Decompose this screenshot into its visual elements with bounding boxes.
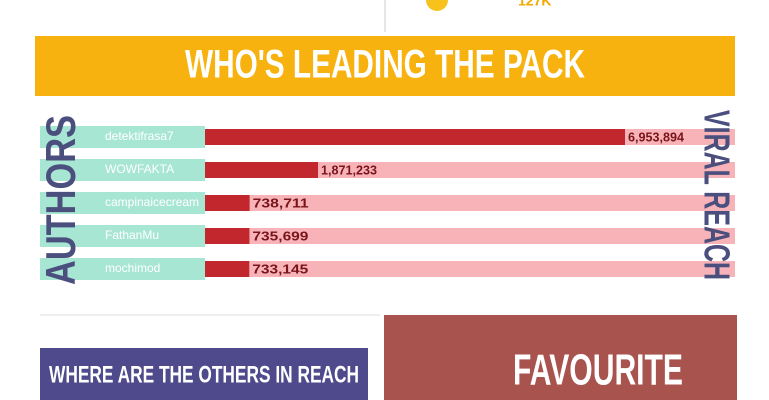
bar-track — [205, 162, 735, 178]
value-label: 6,953,894 — [628, 129, 685, 144]
title-banner — [35, 36, 735, 96]
y-axis-label: AUTHORS — [37, 115, 84, 285]
category-label: detektifrasa7 — [105, 129, 174, 143]
favourite-title: FAVOURITE — [513, 346, 683, 395]
stat-icon — [426, 0, 448, 11]
others-title: WHERE ARE THE OTHERS IN REACH — [49, 361, 359, 388]
bar-track — [205, 228, 735, 244]
label-strip — [40, 225, 205, 247]
chart-title: WHO'S LEADING THE PACK — [185, 43, 585, 87]
bar — [205, 195, 250, 211]
value-label: 733,145 — [252, 261, 308, 276]
label-strip — [40, 192, 205, 214]
bar-track — [205, 261, 735, 277]
label-strip — [40, 126, 205, 148]
bar — [205, 129, 625, 145]
x-axis-label: VIRAL REACH — [696, 110, 737, 280]
bar — [205, 162, 319, 178]
others-box — [40, 348, 368, 400]
category-label: campinaicecream — [105, 195, 199, 209]
bar-rows: detektifrasa7 6,953,894 WOWFAKTA 1,871,233 c… — [40, 126, 735, 280]
value-label: 735,699 — [252, 228, 308, 243]
favourite-box — [384, 315, 737, 400]
category-label: FathanMu — [105, 228, 159, 242]
value-label: 1,871,233 — [321, 162, 377, 177]
top-stat: 127K — [518, 0, 551, 9]
bar — [205, 261, 250, 277]
bar-track — [205, 195, 735, 211]
bar — [205, 228, 250, 244]
value-label: 738,711 — [253, 195, 309, 210]
label-strip — [40, 258, 205, 280]
category-label: mochimod — [105, 261, 160, 275]
category-label: WOWFAKTA — [105, 162, 174, 176]
label-strip — [40, 159, 205, 181]
